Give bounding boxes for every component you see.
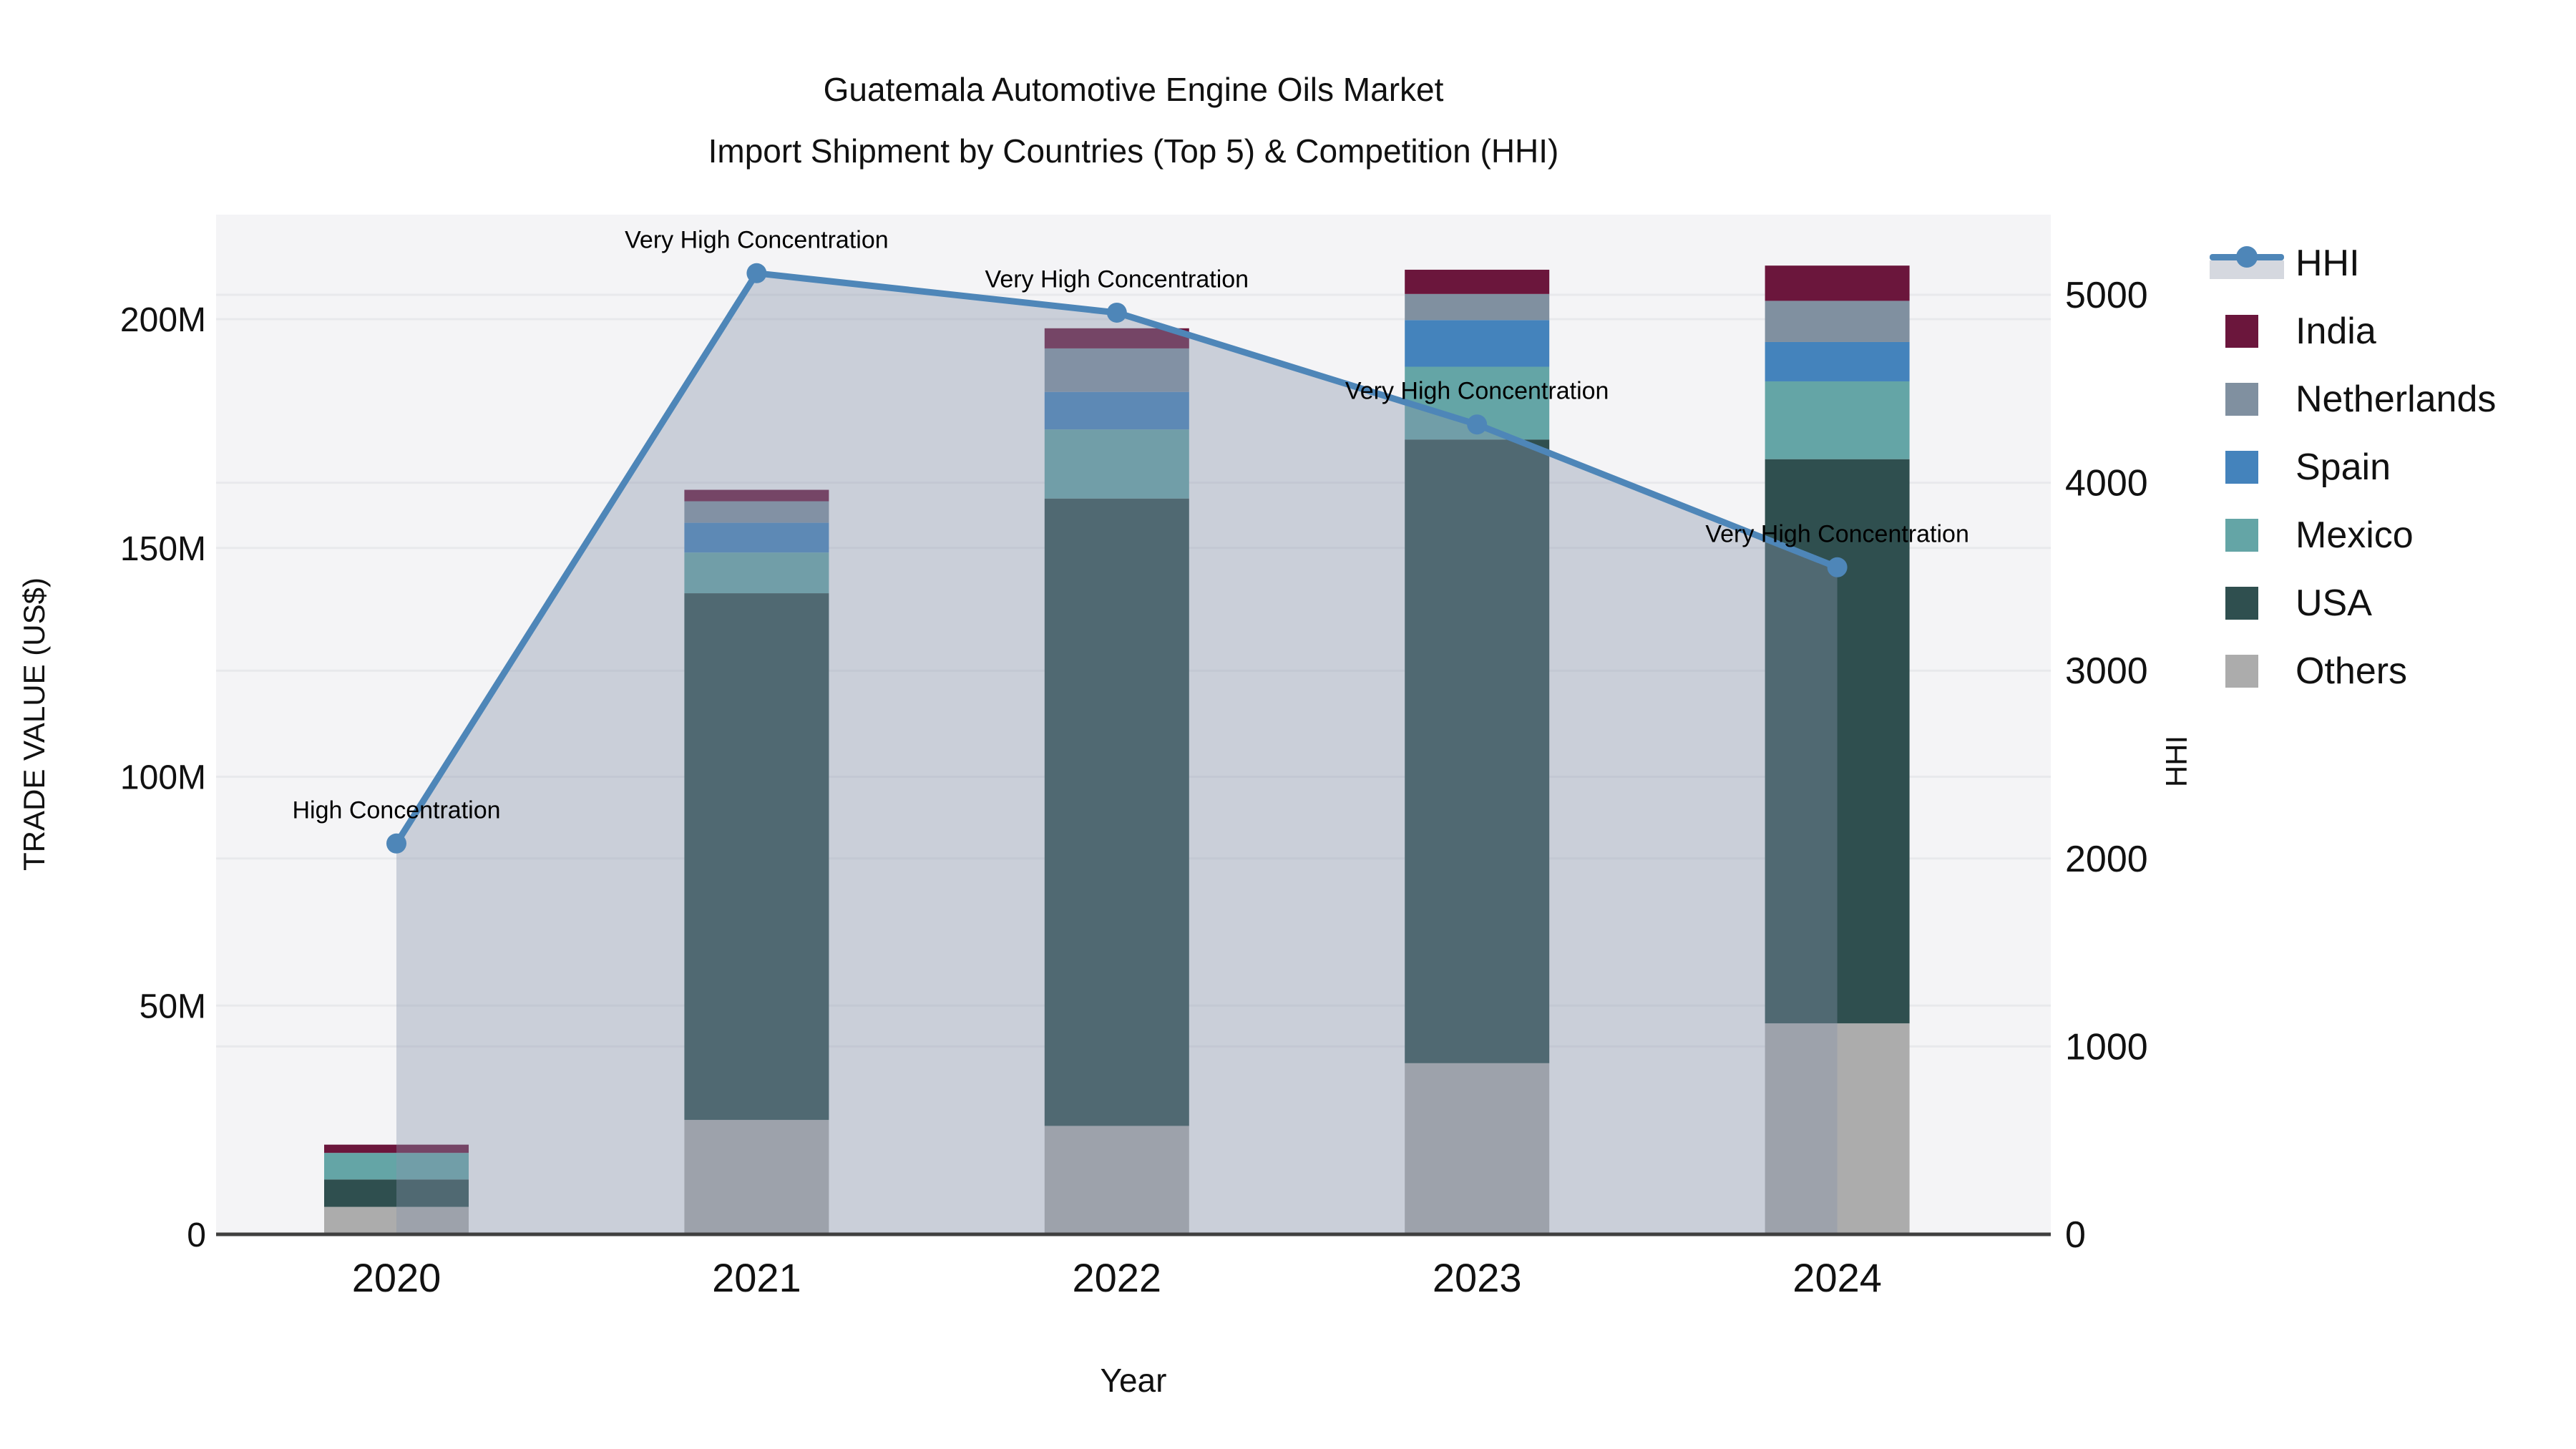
hhi-marker-2020 (386, 833, 406, 854)
hhi-area-fill (396, 273, 1838, 1234)
x-tick-label-2024: 2024 (1792, 1255, 1882, 1300)
bar-segment-others-2023 (1405, 1063, 1550, 1234)
bar-segment-spain-2023 (1405, 320, 1550, 367)
chart-title-line2: Import Shipment by Countries (Top 5) & C… (708, 132, 1559, 170)
legend-item-others[interactable]: Others (2210, 637, 2496, 705)
legend-label: HHI (2296, 242, 2360, 284)
bar-segment-others-2021 (684, 1120, 829, 1234)
y-axis-title-left: TRADE VALUE (US$) (17, 577, 51, 871)
bar-segment-usa-2024 (1765, 459, 1910, 1024)
bar-segment-netherlands-2023 (1405, 293, 1550, 321)
x-axis-title: Year (1100, 1362, 1167, 1399)
india-swatch-icon (2225, 314, 2258, 348)
hhi-marker-2022 (1106, 302, 1127, 323)
bar-segment-usa-2020 (324, 1179, 469, 1207)
legend-label: USA (2296, 582, 2372, 624)
y-axis-title-right: HHI (2160, 735, 2193, 788)
y-right-tick-1000: 1000 (2065, 1026, 2148, 1068)
chart-title-line1: Guatemala Automotive Engine Oils Market (823, 71, 1444, 108)
y-right-tick-2000: 2000 (2065, 839, 2148, 880)
bar-segment-netherlands-2021 (684, 501, 829, 523)
y-left-tick-100M: 100M (120, 759, 206, 797)
bar-segment-usa-2023 (1405, 439, 1550, 1063)
bar-segment-usa-2022 (1044, 498, 1189, 1126)
bar-segment-mexico-2024 (1765, 381, 1910, 459)
bar-segment-india-2024 (1765, 265, 1910, 301)
legend-label: Mexico (2296, 514, 2414, 556)
y-left-tick-150M: 150M (120, 530, 206, 568)
legend-item-india[interactable]: India (2210, 297, 2496, 365)
annotation-2022: Very High Concentration (985, 265, 1249, 293)
y-right-tick-0: 0 (2065, 1214, 2086, 1256)
legend-label: India (2296, 310, 2376, 352)
bar-segment-mexico-2020 (324, 1153, 469, 1180)
bar-segment-others-2024 (1765, 1023, 1910, 1234)
hhi-marker-2024 (1827, 557, 1848, 577)
bar-segment-spain-2024 (1765, 341, 1910, 381)
annotation-2021: Very High Concentration (625, 226, 889, 254)
x-tick-label-2021: 2021 (712, 1255, 801, 1300)
bar-segment-mexico-2022 (1044, 429, 1189, 499)
netherlands-swatch-icon (2225, 382, 2258, 416)
usa-swatch-icon (2225, 586, 2258, 620)
annotation-2023: Very High Concentration (1345, 377, 1609, 405)
legend-label: Others (2296, 650, 2408, 692)
x-tick-label-2022: 2022 (1073, 1255, 1162, 1300)
bar-segment-india-2023 (1405, 269, 1550, 294)
y-left-tick-0: 0 (187, 1216, 206, 1254)
bar-segment-india-2021 (684, 489, 829, 502)
y-right-tick-5000: 5000 (2065, 275, 2148, 316)
y-right-tick-3000: 3000 (2065, 650, 2148, 692)
legend-item-mexico[interactable]: Mexico (2210, 501, 2496, 569)
mexico-swatch-icon (2225, 518, 2258, 552)
bar-segment-usa-2021 (684, 593, 829, 1121)
bar-segment-spain-2021 (684, 522, 829, 553)
y-left-tick-50M: 50M (140, 987, 206, 1025)
legend-item-spain[interactable]: Spain (2210, 433, 2496, 501)
others-swatch-icon (2225, 654, 2258, 688)
legend-label: Spain (2296, 446, 2391, 488)
x-tick-label-2020: 2020 (352, 1255, 441, 1300)
legend: HHI India Netherlands Spain Mexico USA O… (2210, 229, 2496, 705)
x-tick-label-2023: 2023 (1433, 1255, 1522, 1300)
legend-label: Netherlands (2296, 378, 2497, 420)
bar-segment-others-2020 (324, 1206, 469, 1234)
hhi-line-swatch-icon (2210, 229, 2284, 297)
annotation-2020: High Concentration (292, 796, 501, 824)
annotation-2024: Very High Concentration (1705, 520, 1969, 548)
y-left-tick-200M: 200M (120, 301, 206, 339)
bar-segment-mexico-2021 (684, 552, 829, 594)
spain-swatch-icon (2225, 450, 2258, 484)
bar-segment-netherlands-2022 (1044, 348, 1189, 392)
bar-segment-india-2020 (324, 1144, 469, 1153)
legend-item-netherlands[interactable]: Netherlands (2210, 365, 2496, 433)
hhi-marker-2021 (746, 263, 767, 283)
bar-segment-india-2022 (1044, 328, 1189, 348)
hhi-marker-2023 (1467, 414, 1488, 435)
y-right-tick-4000: 4000 (2065, 463, 2148, 504)
bar-segment-spain-2022 (1044, 391, 1189, 430)
bar-segment-others-2022 (1044, 1126, 1189, 1234)
legend-item-usa[interactable]: USA (2210, 569, 2496, 637)
legend-item-hhi[interactable]: HHI (2210, 229, 2496, 297)
bar-segment-netherlands-2024 (1765, 301, 1910, 342)
